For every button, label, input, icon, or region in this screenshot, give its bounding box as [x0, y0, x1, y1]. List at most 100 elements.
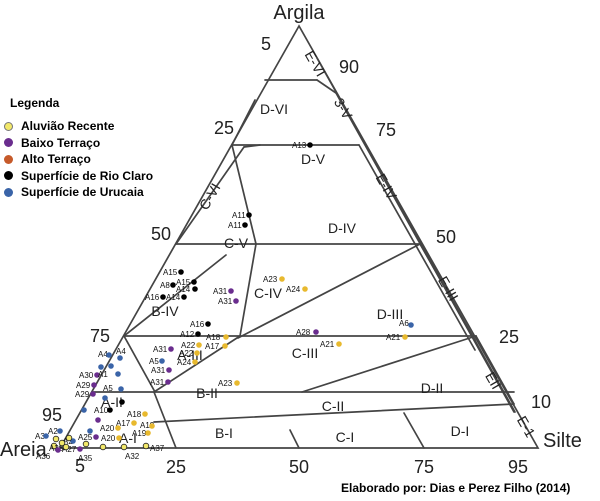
sample-point: A37 [142, 442, 165, 453]
sample-label: A5 [103, 384, 113, 393]
sample-point: A10 [94, 406, 113, 415]
class-label: D-III [377, 306, 403, 322]
sample-label: A11 [232, 211, 246, 220]
grid-line [239, 243, 257, 337]
sample-point: A27 [62, 445, 83, 454]
grid-line [403, 412, 425, 449]
sample-marker [408, 322, 414, 328]
sample-point: A36 [36, 442, 58, 461]
sample-marker [65, 434, 73, 442]
class-label: EII [482, 369, 504, 392]
sample-label: A17 [205, 342, 220, 351]
sample-marker [242, 222, 248, 228]
sample-marker [106, 352, 112, 358]
sample-label: A30 [79, 371, 94, 380]
sample-point: A5 [103, 384, 124, 393]
tick-label: 95 [508, 457, 528, 477]
sample-point: A32 [120, 443, 140, 461]
sample-marker [142, 442, 150, 450]
sample-label: A2 [63, 437, 73, 446]
legend-item: Alto Terraço [4, 151, 204, 168]
legend: Legenda Aluvião Recente Baixo Terraço Al… [4, 96, 204, 201]
sample-marker [81, 407, 87, 413]
tick-label: 5 [261, 34, 271, 54]
sample-marker [302, 286, 308, 292]
grid-line [316, 79, 337, 94]
class-label: E-1 [514, 413, 539, 440]
grid-line [358, 144, 476, 351]
sample-label: A23 [263, 275, 278, 284]
sample-label: A29 [76, 381, 91, 390]
sample-label: A31 [150, 378, 165, 387]
sample-marker [52, 435, 60, 443]
legend-label: Baixo Terraço [21, 135, 101, 150]
class-label: C-I [336, 429, 355, 445]
sample-label: A5 [149, 357, 159, 366]
sample-label: A20 [101, 434, 116, 443]
legend-label: Aluvião Recente [21, 119, 115, 134]
sample-label: A8 [160, 281, 170, 290]
sample-point: A31 [150, 378, 171, 387]
sample-point: A16 [145, 293, 166, 302]
sample-marker [145, 430, 151, 436]
sample-point: A35 [78, 443, 107, 463]
sample-point: A25 [78, 433, 99, 442]
grid-line [475, 335, 515, 405]
sample-label: A15 [163, 268, 178, 277]
legend-swatch [4, 121, 13, 131]
sample-point: A22 [179, 349, 200, 358]
sample-label: A28 [296, 328, 311, 337]
sample-point: A3 [35, 432, 49, 441]
class-label: C-V [224, 235, 249, 251]
sample-marker [94, 372, 100, 378]
sample-point: A11 [232, 211, 252, 220]
sample-point: A20 [100, 424, 121, 433]
sample-marker [196, 342, 202, 348]
sample-point: A17 [205, 342, 228, 351]
sample-point: A22 [181, 341, 202, 350]
grid-line [301, 335, 477, 393]
class-label: B-I [215, 425, 233, 441]
sample-marker [233, 298, 239, 304]
grid-line [289, 429, 300, 449]
legend-swatch [4, 187, 13, 197]
sample-point: A28 [296, 328, 319, 337]
sample-marker [43, 433, 49, 439]
sample-marker [90, 391, 96, 397]
grid-line [419, 243, 476, 341]
sample-marker [195, 331, 201, 337]
sample-marker [115, 371, 121, 377]
sample-point: A17 [116, 419, 137, 428]
sample-marker [91, 382, 97, 388]
vertex-label-right: Silte [543, 430, 582, 452]
sample-point: A19 [140, 421, 155, 430]
sample-point: A21 [320, 340, 342, 349]
grid-line [243, 144, 261, 148]
vertex-labels: Argila Areia Silte [0, 2, 582, 461]
legend-swatch [4, 154, 13, 164]
sample-marker [55, 447, 61, 453]
tick-label: 75 [90, 326, 110, 346]
sample-marker [120, 443, 128, 451]
sample-marker [279, 276, 285, 282]
vertex-label-left: Areia [0, 439, 48, 461]
sample-marker [192, 359, 198, 365]
sample-label: A19 [132, 429, 147, 438]
sample-label: A31 [213, 287, 228, 296]
sample-label: A16 [190, 320, 205, 329]
sample-label: A18 [206, 333, 221, 342]
sample-label: A22 [181, 341, 196, 350]
tick-label: 10 [531, 392, 551, 412]
sample-marker [222, 343, 228, 349]
sample-label: A13 [292, 141, 307, 150]
sample-label: A15 [176, 278, 191, 287]
sample-marker [62, 443, 70, 451]
sample-marker [93, 434, 99, 440]
sample-point: A2 [48, 427, 63, 436]
sample-label: A11 [228, 221, 242, 230]
sample-marker [178, 269, 184, 275]
sample-label: A1 [98, 370, 108, 379]
sample-label: A22 [179, 349, 194, 358]
sample-label: A19 [140, 421, 155, 430]
